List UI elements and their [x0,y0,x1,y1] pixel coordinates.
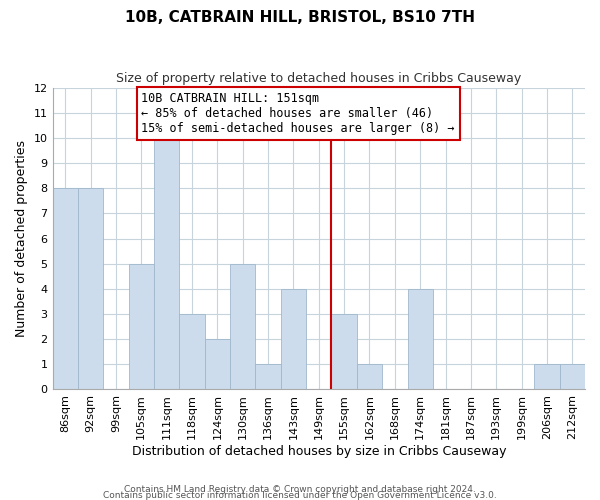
Bar [179,314,205,389]
Bar [128,264,154,389]
X-axis label: Distribution of detached houses by size in Cribbs Causeway: Distribution of detached houses by size … [131,444,506,458]
Text: 10B CATBRAIN HILL: 151sqm
← 85% of detached houses are smaller (46)
15% of semi-: 10B CATBRAIN HILL: 151sqm ← 85% of detac… [141,92,455,135]
Bar [154,138,179,389]
Title: Size of property relative to detached houses in Cribbs Causeway: Size of property relative to detached ho… [116,72,521,86]
Bar [256,364,281,389]
Bar [78,188,103,389]
Text: 10B, CATBRAIN HILL, BRISTOL, BS10 7TH: 10B, CATBRAIN HILL, BRISTOL, BS10 7TH [125,10,475,25]
Text: Contains public sector information licensed under the Open Government Licence v3: Contains public sector information licen… [103,490,497,500]
Bar [230,264,256,389]
Text: Contains HM Land Registry data © Crown copyright and database right 2024.: Contains HM Land Registry data © Crown c… [124,484,476,494]
Bar [53,188,78,389]
Bar [331,314,357,389]
Bar [357,364,382,389]
Bar [560,364,585,389]
Bar [205,339,230,389]
Bar [281,288,306,389]
Y-axis label: Number of detached properties: Number of detached properties [15,140,28,337]
Bar [407,288,433,389]
Bar [534,364,560,389]
